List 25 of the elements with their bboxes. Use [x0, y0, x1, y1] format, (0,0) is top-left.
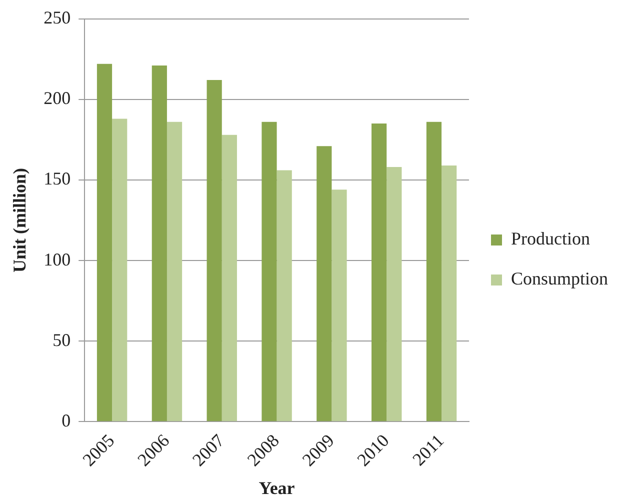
bar [332, 190, 347, 422]
y-axis-title: Unit (million) [9, 168, 30, 272]
bar [206, 80, 222, 422]
bar [276, 170, 292, 422]
y-tick-label: 150 [44, 168, 71, 189]
y-tick-label: 0 [62, 410, 71, 430]
y-tick-label: 200 [44, 88, 71, 108]
bar [426, 122, 442, 422]
y-tick-label: 250 [44, 8, 71, 28]
x-axis-title: Year [258, 478, 295, 498]
bar [112, 118, 128, 422]
bar [152, 66, 167, 422]
y-tick-label: 100 [44, 249, 71, 270]
bar [222, 134, 237, 422]
x-tick-label: 2011 [408, 430, 448, 470]
bar [96, 64, 112, 422]
bar [166, 122, 182, 422]
bar [316, 146, 332, 422]
bar [386, 167, 402, 422]
legend-label: Production [510, 228, 590, 249]
y-tick-label: 50 [52, 330, 71, 350]
bar [262, 122, 277, 422]
bar [442, 165, 457, 422]
legend-label: Consumption [510, 268, 608, 289]
bar [372, 124, 387, 422]
